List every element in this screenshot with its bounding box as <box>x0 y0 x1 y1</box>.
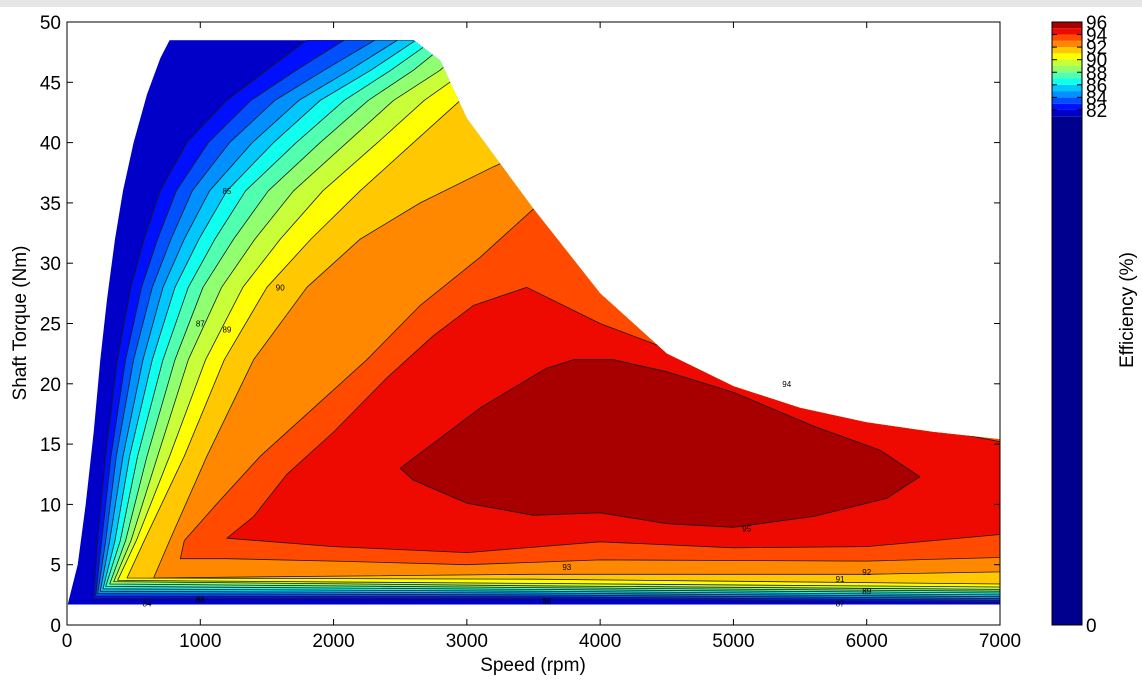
contour-labels: 85 90 87 89 94 95 93 92 91 89 84 88 86 87 <box>143 187 872 608</box>
colorbar-step-85 <box>1052 84 1082 92</box>
colorbar-step-95 <box>1052 22 1082 29</box>
x-tick-label: 7000 <box>979 631 1021 652</box>
contour-label: 87 <box>836 599 845 608</box>
x-tick-label: 4000 <box>579 631 621 652</box>
contour-label: 95 <box>742 525 751 534</box>
x-tick-label: 0 <box>62 631 73 652</box>
x-axis-label: Speed (rpm) <box>480 655 586 676</box>
contour-band-95 <box>399 359 921 528</box>
y-tick-label: 30 <box>40 254 61 275</box>
colorbar-step-81 <box>1052 109 1082 117</box>
y-tick-label: 50 <box>40 13 61 34</box>
colorbar-tick-label: 0 <box>1086 616 1097 637</box>
x-axis-ticks: 0 1000 2000 3000 4000 5000 6000 7000 <box>62 22 1021 652</box>
colorbar-tick-label: 82 <box>1086 101 1107 122</box>
contour-label: 92 <box>862 568 871 577</box>
colorbar-step-87 <box>1052 72 1082 79</box>
y-tick-label: 45 <box>40 73 61 94</box>
colorbar-step-82 <box>1052 103 1082 110</box>
colorbar-step-93 <box>1052 34 1082 41</box>
contour-label: 90 <box>276 283 285 292</box>
y-axis-ticks: 0 5 10 15 20 25 30 35 40 45 50 <box>40 13 1000 637</box>
colorbar-step-84 <box>1052 91 1082 98</box>
colorbar-step-94 <box>1052 28 1082 35</box>
contour-label: 94 <box>782 380 791 389</box>
y-tick-label: 25 <box>40 315 61 336</box>
colorbar-tick-label: 94 <box>1086 26 1108 47</box>
contour-label: 84 <box>143 599 152 608</box>
contour-label: 93 <box>562 563 571 572</box>
colorbar-step-83 <box>1052 97 1082 104</box>
y-tick-label: 5 <box>50 556 61 577</box>
x-tick-label: 3000 <box>446 631 488 652</box>
x-tick-label: 1000 <box>179 631 221 652</box>
contour-label: 85 <box>222 187 231 196</box>
contour-label: 91 <box>836 575 845 584</box>
y-axis-label: Shaft Torque (Nm) <box>10 246 31 401</box>
contour-label: 89 <box>222 326 231 335</box>
colorbar-tick-label: 96 <box>1086 13 1107 34</box>
y-tick-label: 0 <box>50 616 61 637</box>
x-tick-label: 6000 <box>846 631 888 652</box>
colorbar-step-86 <box>1052 78 1082 85</box>
y-tick-label: 20 <box>40 375 61 396</box>
colorbar-tick-label: 84 <box>1086 88 1108 109</box>
colorbar-step-90 <box>1052 53 1082 60</box>
colorbar-step-92 <box>1052 40 1082 48</box>
x-tick-label: 5000 <box>712 631 754 652</box>
colorbar-step-88 <box>1052 65 1082 73</box>
y-tick-label: 10 <box>40 495 61 516</box>
contour-label: 86 <box>542 597 551 606</box>
window-top-strip <box>0 0 1142 7</box>
y-tick-label: 35 <box>40 194 61 215</box>
x-tick-label: 2000 <box>312 631 354 652</box>
colorbar-tick-label: 88 <box>1086 63 1107 84</box>
colorbar-step-91 <box>1052 47 1082 54</box>
contour-label: 89 <box>862 587 871 596</box>
colorbar-step-89 <box>1052 59 1082 66</box>
y-tick-label: 15 <box>40 435 61 456</box>
colorbar-frame <box>1051 21 1083 626</box>
colorbar-tick-label: 92 <box>1086 38 1107 59</box>
y-tick-label: 40 <box>40 134 61 155</box>
colorbar-label: Efficiency (%) <box>1117 252 1138 368</box>
colorbar-step-0 <box>1052 116 1082 625</box>
contour-label: 87 <box>196 320 205 329</box>
colorbar-tick-label: 90 <box>1086 51 1107 72</box>
colorbar-tick-label: 86 <box>1086 76 1107 97</box>
colorbar <box>1052 22 1082 625</box>
contour-label: 88 <box>196 596 205 605</box>
